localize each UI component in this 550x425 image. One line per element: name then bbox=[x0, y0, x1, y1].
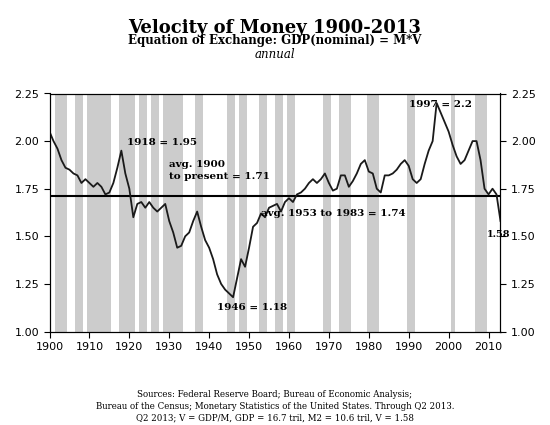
Bar bbox=[371, 94, 379, 332]
Bar bbox=[119, 94, 128, 332]
Bar bbox=[367, 94, 371, 332]
Bar bbox=[287, 94, 295, 332]
Bar bbox=[475, 94, 487, 332]
Bar bbox=[87, 94, 100, 332]
Bar bbox=[163, 94, 183, 332]
Bar bbox=[128, 94, 135, 332]
Text: avg. 1953 to 1983 = 1.74: avg. 1953 to 1983 = 1.74 bbox=[261, 209, 406, 218]
Bar bbox=[275, 94, 283, 332]
Bar bbox=[406, 94, 415, 332]
Text: 1.58: 1.58 bbox=[487, 230, 510, 238]
Text: Equation of Exchange: GDP(nominal) = M*V: Equation of Exchange: GDP(nominal) = M*V bbox=[128, 34, 422, 47]
Bar bbox=[323, 94, 331, 332]
Bar bbox=[151, 94, 159, 332]
Bar bbox=[100, 94, 111, 332]
Bar bbox=[195, 94, 203, 332]
Bar bbox=[75, 94, 84, 332]
Bar bbox=[139, 94, 147, 332]
Text: 1946 = 1.18: 1946 = 1.18 bbox=[217, 303, 287, 312]
Text: avg. 1900
to present = 1.71: avg. 1900 to present = 1.71 bbox=[169, 160, 270, 181]
Text: Velocity of Money 1900-2013: Velocity of Money 1900-2013 bbox=[129, 19, 421, 37]
Bar bbox=[227, 94, 235, 332]
Bar bbox=[56, 94, 68, 332]
Bar bbox=[450, 94, 455, 332]
Text: 1918 = 1.95: 1918 = 1.95 bbox=[128, 138, 197, 147]
Text: Sources: Federal Reserve Board; Bureau of Economic Analysis;
Bureau of the Censu: Sources: Federal Reserve Board; Bureau o… bbox=[96, 390, 454, 423]
Bar bbox=[339, 94, 351, 332]
Text: annual: annual bbox=[255, 48, 295, 61]
Text: 1997 = 2.2: 1997 = 2.2 bbox=[409, 100, 472, 109]
Bar bbox=[259, 94, 267, 332]
Bar bbox=[239, 94, 247, 332]
